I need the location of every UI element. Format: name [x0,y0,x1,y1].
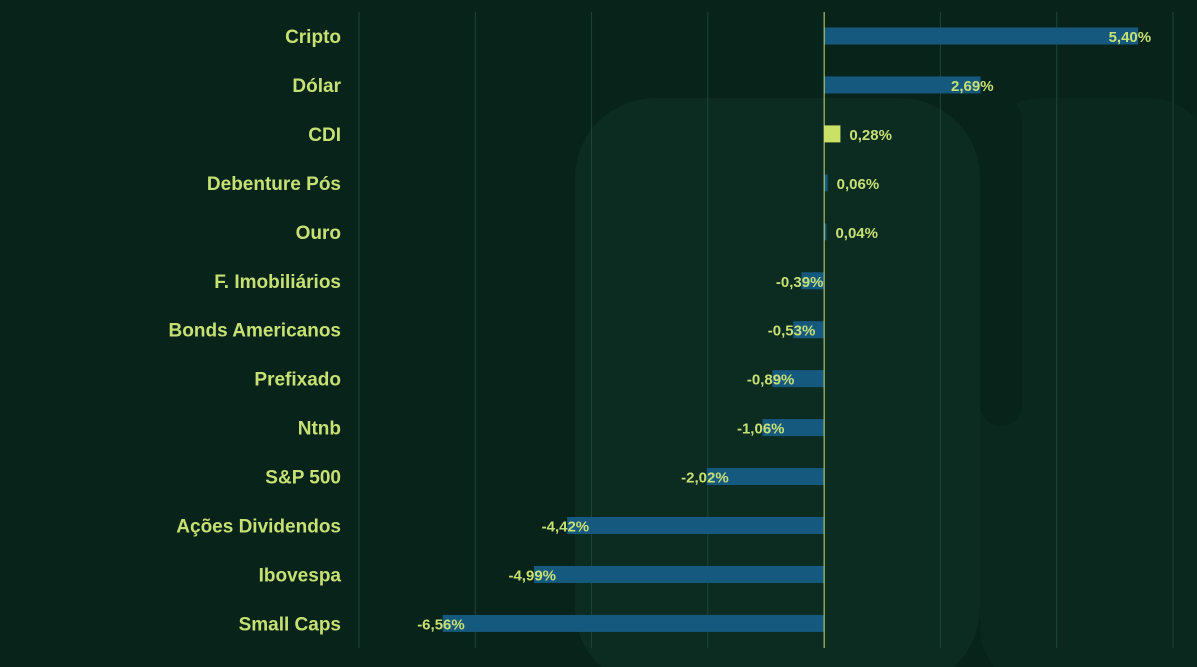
value-label: 2,69% [951,78,994,95]
value-label: -4,99% [508,567,556,584]
value-label: -6,56% [417,616,465,633]
bar-ibovespa [534,565,825,583]
category-label: Ibovespa [259,565,342,586]
bar-bonds-americanos [793,321,825,339]
bar-ouro [824,223,827,241]
category-label: Ntnb [298,419,341,440]
grid-lines [358,12,1174,648]
value-label: 5,40% [1109,29,1152,46]
watermark-shape-right [980,98,1197,667]
bar-prefixado [772,370,825,388]
category-label: CDI [308,125,341,146]
value-label: -0,89% [747,372,795,389]
bars-group [442,27,1139,632]
value-label: -1,06% [737,421,785,438]
category-label: Dólar [292,76,341,97]
category-label: Ouro [296,223,341,244]
category-label: Prefixado [254,370,341,391]
category-label: Small Caps [239,614,341,635]
category-label: S&P 500 [265,468,341,489]
value-labels: 5,40% 2,69% 0,28% 0,06% 0,04% -0,39% -0,53% -0,… [417,29,1151,633]
category-labels: Cripto Dólar CDI Debenture Pós Ouro F. Imobil… [169,27,342,635]
bar-a-es-dividendos [567,517,825,534]
category-label: Ações Dividendos [176,517,341,538]
category-label: Bonds Americanos [169,321,341,342]
bar-s-p-500 [706,468,825,486]
bar-cdi [824,125,841,143]
value-label: -0,53% [768,323,816,340]
category-label: Debenture Pós [207,174,341,195]
bar-d-lar [824,76,981,94]
bar-ntnb [762,419,825,437]
bar-cripto [824,27,1139,45]
value-label: 0,06% [837,176,880,193]
value-label: -0,39% [776,274,824,291]
bar-small-caps [442,614,825,632]
category-label: F. Imobiliários [214,272,341,293]
value-label: 0,04% [835,225,878,242]
category-label: Cripto [285,27,341,48]
value-label: 0,28% [849,127,892,144]
value-label: -4,42% [542,519,590,536]
watermark-notch [980,98,1022,426]
bar-f-imobili-rios [801,272,825,290]
value-label: -2,02% [681,470,729,487]
bar-debenture-p-s [824,174,828,192]
